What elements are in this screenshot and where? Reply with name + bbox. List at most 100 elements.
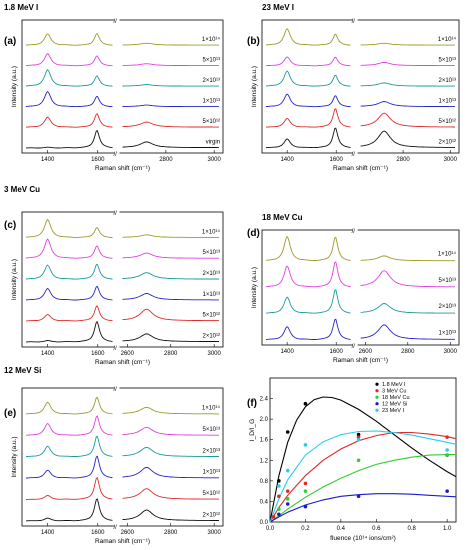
x-axis-label: Raman shift (cm⁻¹) <box>333 357 388 364</box>
axis-break-mark: // <box>113 525 117 531</box>
spectrum-line-2600-3000 <box>122 293 219 301</box>
data-point <box>303 504 308 509</box>
axis-break-gap <box>114 150 120 156</box>
spectrum-line-2600-3000 <box>122 272 219 280</box>
y-tick-label: 1.6 <box>260 438 269 444</box>
fluence-label: 1×10¹⁴ <box>202 405 221 412</box>
spectrum-line-2600-3000 <box>360 61 455 67</box>
data-point <box>445 453 449 457</box>
spectrum-line-1300-1650 <box>26 305 113 322</box>
raman-panel: 12 MeV Si (e) // // 1400 1600 2600 2800 3000 Rama… <box>4 366 224 545</box>
data-point <box>285 430 290 434</box>
panel-title: 12 MeV Si <box>4 366 41 375</box>
fit-curve <box>269 396 457 523</box>
spectrum-line-1300-1650 <box>25 435 113 458</box>
spectrum-line-1300-1650 <box>265 93 351 108</box>
y-tick-label: 0.4 <box>260 499 269 505</box>
x-tick-label: 0.4 <box>337 526 346 532</box>
axis-break-mark: // <box>113 346 117 352</box>
fluence-label: 1×10¹⁴ <box>438 36 457 43</box>
spectrum-line-2600-3000 <box>122 333 219 342</box>
data-point <box>356 435 361 439</box>
spectrum-line-2600-3000 <box>122 406 219 415</box>
spectrum-line-2600-3000 <box>360 303 456 314</box>
data-point <box>277 484 281 488</box>
spectrum-line-1300-1650 <box>25 69 113 87</box>
spectrum-line-2600-3000 <box>122 509 219 521</box>
spectrum-line-2600-3000 <box>122 104 219 108</box>
axis-break-gap <box>114 209 120 215</box>
fluence-label: 5×10¹² <box>202 313 220 319</box>
fluence-label: 2×10¹² <box>438 140 456 146</box>
fluence-label: 2×10¹³ <box>202 271 220 277</box>
raman-panel: 3 MeV Cu (c) // // 1400 1600 2600 2800 3000 Raman… <box>4 185 224 366</box>
legend-label: 12 MeV Si <box>382 402 407 408</box>
spectrum-line-2600-3000 <box>122 466 219 479</box>
axis-break-gap <box>114 523 120 529</box>
fluence-label: 2×10¹³ <box>202 78 220 84</box>
fluence-label: 5×10¹³ <box>438 58 456 64</box>
panel-title: 3 MeV Cu <box>4 185 40 194</box>
spectrum-line-1300-1650 <box>25 263 113 280</box>
spectrum-line-1300-1650 <box>265 318 351 341</box>
fluence-label: virgin <box>206 140 220 146</box>
spectrum-line-1300-1650 <box>25 218 113 238</box>
fit-curve <box>269 454 456 523</box>
panel-title: 18 MeV Cu <box>262 213 303 222</box>
x-tick-label: 1400 <box>280 157 294 163</box>
x-axis-label: Raman shift (cm⁻¹) <box>95 538 150 545</box>
spectrum-line-1300-1650 <box>25 285 113 301</box>
spectrum-line-2600-3000 <box>122 121 219 128</box>
axis-break-mark: // <box>352 229 356 235</box>
x-tick-label: 1600 <box>330 349 344 355</box>
y-axis-label: Intensity (a.u.) <box>11 436 18 477</box>
data-point <box>303 489 308 493</box>
spectrum-line-2600-3000 <box>360 42 455 46</box>
fluence-label: 2×10¹³ <box>438 304 456 310</box>
x-axis-label: Raman shift (cm⁻¹) <box>95 165 150 172</box>
spectrum-line-2600-3000 <box>122 252 219 259</box>
y-axis-label: Intensity (a.u.) <box>251 267 258 308</box>
spectrum-line-2600-3000 <box>122 42 219 46</box>
y-axis-label: I_D/I_G <box>249 419 256 441</box>
x-tick-label: 1600 <box>91 351 105 357</box>
fluence-label: 5×10¹³ <box>438 278 456 284</box>
spectrum-line-1300-1650 <box>265 261 351 288</box>
axis-break-gap <box>114 344 120 350</box>
x-tick-label: 0.2 <box>301 526 310 532</box>
spectrum-line-2600-3000 <box>360 101 455 108</box>
fluence-label: 5×10¹³ <box>202 427 220 433</box>
x-tick-label: 1600 <box>91 530 105 536</box>
spectrum-line-2600-3000 <box>360 112 455 128</box>
fluence-label: 2×10¹³ <box>202 448 220 454</box>
data-point <box>277 479 281 483</box>
fluence-label: 1×10¹³ <box>202 292 220 298</box>
x-tick-label: 3000 <box>444 349 458 355</box>
spectrum-line-2600-3000 <box>122 308 219 322</box>
x-tick-label: 0.8 <box>408 526 417 532</box>
spectrum-line-2600-3000 <box>360 255 455 262</box>
y-tick-label: 0.8 <box>260 479 269 485</box>
axis-break-gap <box>352 342 358 348</box>
panel-letter: (c) <box>4 220 16 231</box>
x-tick-label: 3000 <box>207 530 221 536</box>
x-tick-label: 3000 <box>207 157 221 163</box>
raman-panel: 1.8 MeV I (a) // // 1400 1600 2800 3000 Raman sh… <box>4 3 224 172</box>
plot-frame <box>21 211 224 348</box>
plot-frame <box>261 19 460 154</box>
spectrum-line-1300-1650 <box>26 455 113 479</box>
fluence-label: 2×10¹² <box>202 333 220 339</box>
x-tick-label: 2600 <box>121 530 135 536</box>
spectrum-line-1300-1650 <box>25 53 113 67</box>
fluence-label: 1×10¹⁴ <box>202 36 221 43</box>
spectrum-line-2600-3000 <box>360 130 455 148</box>
data-point <box>277 507 281 511</box>
fluence-label: 1×10¹³ <box>438 99 456 105</box>
data-point <box>271 515 276 519</box>
data-point <box>285 468 290 473</box>
data-point <box>277 494 281 499</box>
axis-break-gap <box>114 17 120 23</box>
y-axis-label: Intensity (a.u.) <box>11 259 18 300</box>
fluence-label: 5×10¹² <box>202 119 220 125</box>
legend-marker <box>375 389 379 393</box>
